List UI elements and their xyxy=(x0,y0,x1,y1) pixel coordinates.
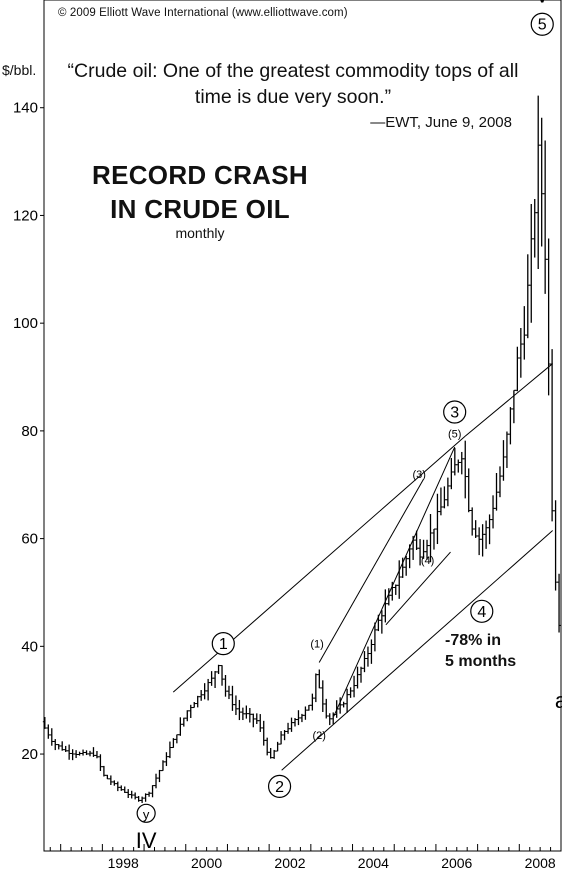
crash-line-2: 5 months xyxy=(445,653,517,670)
trend-line xyxy=(281,530,553,771)
wave-label: 3 xyxy=(450,405,459,422)
y-tick-label: 80 xyxy=(21,423,38,440)
title-line-1: RECORD CRASH xyxy=(92,160,308,190)
chart-subtitle: monthly xyxy=(175,225,225,241)
y-tick-label: 140 xyxy=(13,100,38,117)
wave-label: 4 xyxy=(477,604,486,621)
wave-label: 1 xyxy=(219,636,228,653)
wave-label: (3) xyxy=(413,469,426,481)
wave-labels: 1 2 3 4 5 y IV Va (1) (2) (3) (4) (5) xyxy=(136,0,562,853)
wave-circle xyxy=(136,803,156,823)
x-tick-label: 2002 xyxy=(274,855,305,871)
wave-circle xyxy=(530,12,554,36)
trend-lines xyxy=(172,363,553,771)
plot-frame xyxy=(43,0,562,852)
wave-label: (4) xyxy=(421,555,434,567)
wave-label: V xyxy=(535,0,550,8)
copyright-text: © 2009 Elliott Wave International (www.e… xyxy=(58,7,348,19)
wave-circle xyxy=(211,632,235,656)
wave-label: a xyxy=(555,688,562,713)
trend-line xyxy=(318,479,424,663)
wave-label: 2 xyxy=(275,779,284,796)
wave-circle xyxy=(470,599,494,623)
y-tick-label: 120 xyxy=(13,207,38,224)
y-axis-label: $/bbl. xyxy=(2,62,37,78)
wave-circle xyxy=(267,774,292,798)
chart-title: RECORD CRASH IN CRUDE OIL xyxy=(80,158,320,226)
wave-label: (2) xyxy=(312,730,325,742)
y-axis: 20 40 60 80 100 120 140 xyxy=(13,100,44,763)
x-tick-label: 2004 xyxy=(358,855,389,871)
x-tick-label: 2008 xyxy=(525,855,556,871)
trend-line xyxy=(333,446,456,717)
crash-line-1: -78% in xyxy=(445,632,502,649)
title-line-2: IN CRUDE OIL xyxy=(110,194,290,224)
x-axis: 1998 2000 2002 2004 2006 2008 xyxy=(49,844,562,871)
y-tick-label: 100 xyxy=(13,315,38,332)
wave-label: IV xyxy=(136,828,157,853)
quote-text: “Crude oil: One of the greatest commodit… xyxy=(67,60,519,108)
wave-label: 5 xyxy=(538,17,547,34)
trend-line xyxy=(385,551,451,626)
price-bars xyxy=(42,95,562,803)
y-tick-label: 60 xyxy=(21,531,38,548)
x-tick-label: 1998 xyxy=(108,855,139,871)
wave-label: y xyxy=(143,807,150,822)
y-tick-label: 40 xyxy=(21,638,38,655)
y-tick-label: 20 xyxy=(21,746,38,763)
x-tick-label: 2006 xyxy=(441,855,472,871)
x-tick-label: 2000 xyxy=(191,855,222,871)
crash-annotation: -78% in 5 months xyxy=(445,630,516,672)
quote-source: —EWT, June 9, 2008 xyxy=(370,114,512,131)
wave-label: (1) xyxy=(310,639,323,651)
wave-label: (5) xyxy=(448,429,461,441)
wave-circle xyxy=(443,400,467,424)
trend-line xyxy=(464,363,553,437)
